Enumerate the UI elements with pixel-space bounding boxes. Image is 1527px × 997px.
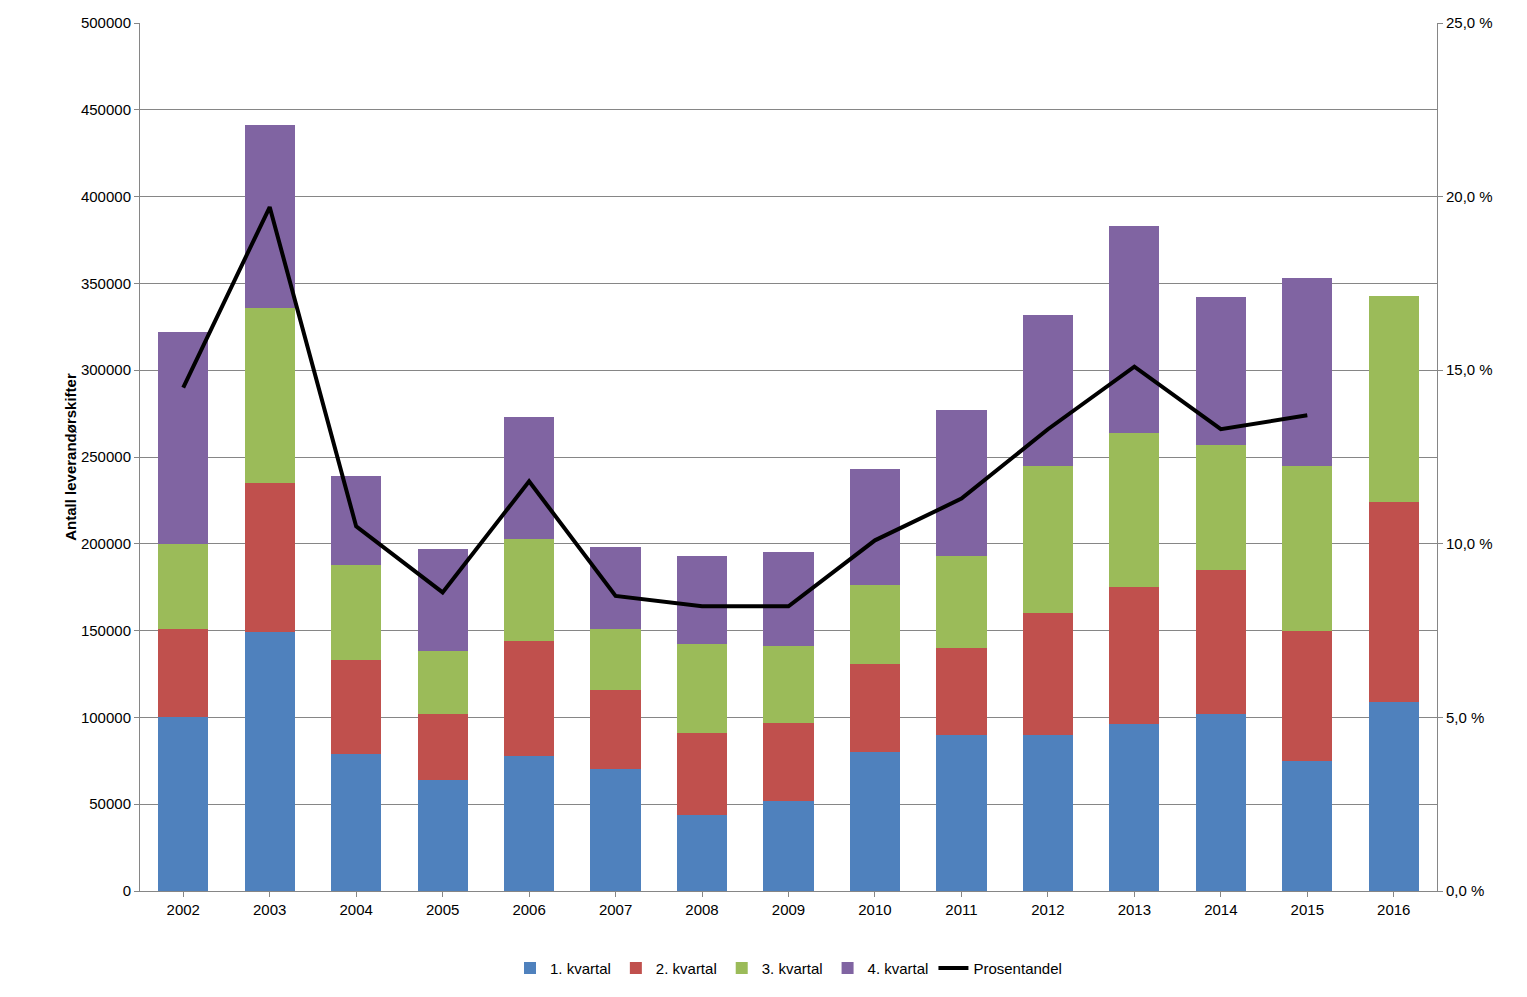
svg-text:Antall leverandørskifter: Antall leverandørskifter <box>62 373 79 541</box>
svg-text:2012: 2012 <box>1031 901 1064 918</box>
svg-text:2010: 2010 <box>858 901 891 918</box>
svg-text:100000: 100000 <box>81 709 131 726</box>
svg-text:5,0 %: 5,0 % <box>1446 709 1484 726</box>
svg-text:Prosentandel: Prosentandel <box>973 960 1061 977</box>
svg-text:10,0 %: 10,0 % <box>1446 535 1493 552</box>
svg-text:2014: 2014 <box>1204 901 1237 918</box>
svg-text:300000: 300000 <box>81 361 131 378</box>
svg-text:2015: 2015 <box>1291 901 1324 918</box>
svg-text:4. kvartal: 4. kvartal <box>868 960 929 977</box>
svg-text:400000: 400000 <box>81 188 131 205</box>
svg-text:2002: 2002 <box>167 901 200 918</box>
svg-text:2004: 2004 <box>339 901 372 918</box>
svg-text:250000: 250000 <box>81 448 131 465</box>
svg-text:2008: 2008 <box>685 901 718 918</box>
svg-text:2007: 2007 <box>599 901 632 918</box>
svg-text:450000: 450000 <box>81 101 131 118</box>
svg-text:1. kvartal: 1. kvartal <box>550 960 611 977</box>
svg-text:200000: 200000 <box>81 535 131 552</box>
svg-text:3. kvartal: 3. kvartal <box>762 960 823 977</box>
svg-text:350000: 350000 <box>81 275 131 292</box>
svg-text:2. kvartal: 2. kvartal <box>656 960 717 977</box>
svg-text:150000: 150000 <box>81 622 131 639</box>
svg-text:25,0 %: 25,0 % <box>1446 14 1493 31</box>
svg-text:2005: 2005 <box>426 901 459 918</box>
svg-text:15,0 %: 15,0 % <box>1446 361 1493 378</box>
svg-text:2011: 2011 <box>945 901 977 918</box>
svg-text:20,0 %: 20,0 % <box>1446 188 1493 205</box>
svg-text:50000: 50000 <box>89 795 131 812</box>
svg-text:2009: 2009 <box>772 901 805 918</box>
svg-text:0,0 %: 0,0 % <box>1446 882 1484 899</box>
svg-text:2003: 2003 <box>253 901 286 918</box>
svg-text:2013: 2013 <box>1118 901 1151 918</box>
svg-text:2016: 2016 <box>1377 901 1410 918</box>
svg-text:0: 0 <box>123 882 131 899</box>
svg-text:500000: 500000 <box>81 14 131 31</box>
svg-text:2006: 2006 <box>512 901 545 918</box>
